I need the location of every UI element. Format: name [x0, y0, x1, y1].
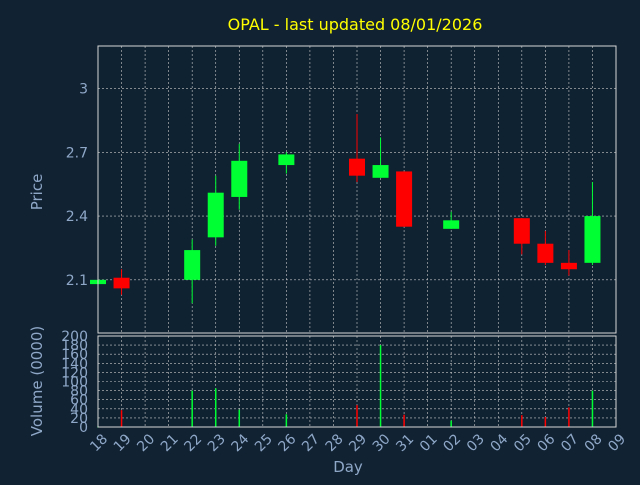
price-tick-label: 2.1 — [66, 273, 88, 289]
volume-tick-label: 40 — [70, 402, 88, 418]
price-plot-area — [98, 46, 616, 333]
candle-body — [184, 250, 201, 280]
volume-tick-label: 200 — [61, 329, 88, 345]
volume-tick-label: 120 — [61, 365, 88, 381]
candle-body — [207, 192, 224, 238]
volume-tick-label: 80 — [70, 384, 88, 400]
volume-bar — [591, 390, 594, 427]
volume-bar — [450, 420, 452, 427]
volume-tick-label: 0 — [79, 420, 88, 436]
candle-body — [560, 262, 577, 270]
volume-tick-label: 160 — [61, 347, 88, 363]
price-panel: 2.1 2.4 2.7 3 — [66, 45, 617, 334]
volume-bar — [403, 414, 405, 427]
price-tick-label: 2.7 — [66, 145, 88, 161]
candle-body — [231, 160, 248, 197]
volume-bar — [191, 390, 193, 427]
volume-bar — [379, 345, 382, 427]
volume-tick-label: 140 — [61, 356, 88, 372]
volume-tick-label: 180 — [61, 338, 88, 354]
candle-body — [278, 154, 295, 166]
candle-body — [349, 158, 365, 176]
x-axis-label: Day — [333, 458, 363, 476]
volume-bar — [568, 407, 570, 427]
volume-tick-label: 60 — [70, 393, 88, 409]
volume-tick-label: 20 — [70, 411, 88, 427]
candle-body — [513, 218, 530, 244]
volume-bar — [521, 415, 523, 427]
volume-bar — [238, 409, 241, 427]
chart-title: OPAL - last updated 08/01/2026 — [228, 15, 483, 34]
volume-bar — [120, 410, 123, 427]
x-axis: 18 19 20 21 22 23 24 25 26 27 28 29 30 31 01 02 03 04 05 06… — [87, 431, 629, 455]
price-tick-label: 2.4 — [66, 209, 88, 225]
volume-bar — [356, 405, 358, 427]
candle-body — [396, 171, 413, 227]
volume-bar — [214, 388, 217, 427]
candle-body — [372, 165, 389, 178]
volume-bar — [285, 414, 288, 427]
price-tick-label: 3 — [79, 82, 88, 98]
candle-body — [584, 216, 601, 263]
price-axis-label: Price — [28, 174, 46, 211]
volume-frame — [97, 335, 617, 428]
volume-bar — [544, 416, 547, 427]
candle-body — [443, 220, 460, 229]
candle-body — [537, 243, 554, 263]
volume-tick-label: 100 — [61, 375, 88, 391]
volume-axis-label: Volume (0000) — [28, 326, 46, 436]
price-frame — [97, 45, 617, 334]
candle-body — [113, 277, 130, 289]
